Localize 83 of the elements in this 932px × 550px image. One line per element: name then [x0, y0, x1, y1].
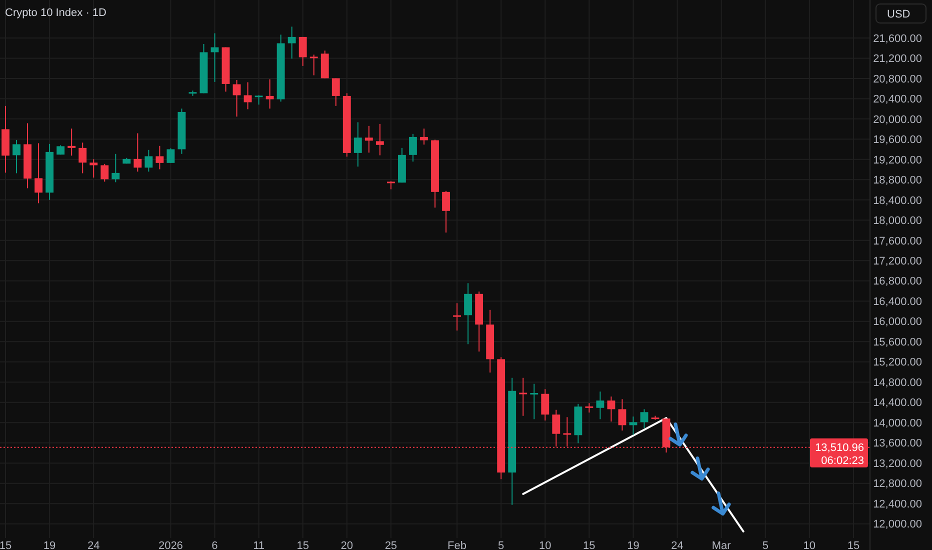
annotation: 06:02:23 [821, 455, 864, 468]
x-tick-label: 10 [803, 540, 816, 550]
candlestick [618, 398, 626, 432]
candlestick [409, 133, 417, 162]
y-tick-label: 21,600.00 [873, 32, 922, 45]
y-tick-label: 12,400.00 [873, 498, 922, 510]
x-tick-label: 19 [627, 540, 640, 550]
x-tick-label: 19 [43, 540, 56, 550]
candlestick [420, 128, 428, 146]
y-tick-label: 17,600.00 [873, 235, 922, 248]
x-tick-label: 6 [212, 540, 218, 550]
y-tick-label: 18,800.00 [873, 174, 922, 187]
candlestick [332, 78, 340, 106]
candlestick [112, 153, 120, 183]
y-tick-label: 14,800.00 [873, 376, 922, 389]
candlestick [134, 132, 142, 172]
ref-line-label: 13,510.96 [815, 442, 864, 454]
y-tick-label: 18,400.00 [873, 194, 922, 207]
candlestick [607, 396, 616, 422]
x-tick-label: 2026 [158, 540, 183, 550]
y-tick-label: 16,400.00 [873, 296, 922, 308]
x-tick-label: 10 [539, 540, 552, 550]
y-tick-label: 12,800.00 [873, 478, 922, 490]
candlestick [310, 54, 318, 76]
x-tick-label: 24 [87, 540, 100, 550]
x-tick-label: 20 [340, 540, 354, 550]
y-tick-label: 12,000.00 [873, 518, 922, 531]
candlestick [298, 36, 307, 66]
candlestick [156, 145, 164, 170]
x-tick-label: 15 [296, 540, 309, 550]
x-tick-label: Feb [448, 540, 467, 550]
y-tick-label: 20,400.00 [873, 94, 922, 106]
y-tick-label: 18,000.00 [873, 215, 922, 228]
candlestick [376, 123, 384, 156]
x-tick-label: 11 [253, 540, 265, 550]
candlestick [354, 122, 362, 168]
candlestick [519, 377, 528, 416]
y-tick-label: 13,200.00 [873, 458, 922, 470]
candlestick [364, 125, 373, 154]
y-tick-label: 19,200.00 [873, 154, 922, 166]
y-tick-label: 14,000.00 [873, 417, 922, 430]
candlestick [100, 163, 109, 182]
x-tick-label: 24 [671, 540, 684, 550]
text: Crypto 10 Index · 1D [5, 6, 107, 19]
candlestick [90, 158, 98, 178]
y-tick-label: 17,200.00 [873, 256, 922, 268]
candlestick [34, 142, 43, 204]
x-tick-label: 25 [384, 540, 398, 550]
y-tick-label: 16,800.00 [873, 276, 922, 288]
candlestick [266, 78, 274, 110]
x-tick-label: 15 [847, 540, 860, 550]
candlestick [464, 282, 472, 345]
y-axis-title: USD [887, 8, 910, 20]
candlestick [552, 409, 560, 448]
y-tick-label: 19,600.00 [873, 134, 922, 146]
candlestick [166, 148, 175, 164]
candlestick [530, 383, 538, 420]
y-tick-label: 15,200.00 [873, 356, 922, 369]
y-tick-label: 20,800.00 [873, 73, 922, 86]
y-tick-label: 14,400.00 [873, 397, 922, 410]
y-tick-label: 13,600.00 [873, 438, 922, 450]
candlestick [453, 302, 461, 332]
candlestick [232, 79, 241, 118]
y-tick-label: 20,000.00 [873, 114, 922, 126]
candlestick [144, 149, 153, 172]
y-tick-label: 16,000.00 [873, 316, 922, 328]
y-tick-label: 21,200.00 [873, 53, 922, 66]
x-tick-label: Mar [712, 540, 732, 550]
candlestick [541, 388, 550, 422]
x-tick-label: 5 [762, 540, 768, 550]
candlestick [585, 402, 594, 414]
candlestick [12, 139, 20, 174]
x-tick-label: 5 [498, 540, 504, 550]
candlestick [288, 26, 296, 60]
x-tick-label: 15 [583, 540, 596, 550]
candlestick [78, 142, 87, 174]
candlestick [640, 408, 648, 429]
x-tick-label: 15 [0, 540, 12, 550]
y-tick-label: 15,600.00 [873, 336, 922, 348]
candlestick [68, 128, 76, 156]
candlestick [596, 391, 604, 420]
candlestick [629, 416, 638, 436]
candlestick [442, 190, 450, 234]
